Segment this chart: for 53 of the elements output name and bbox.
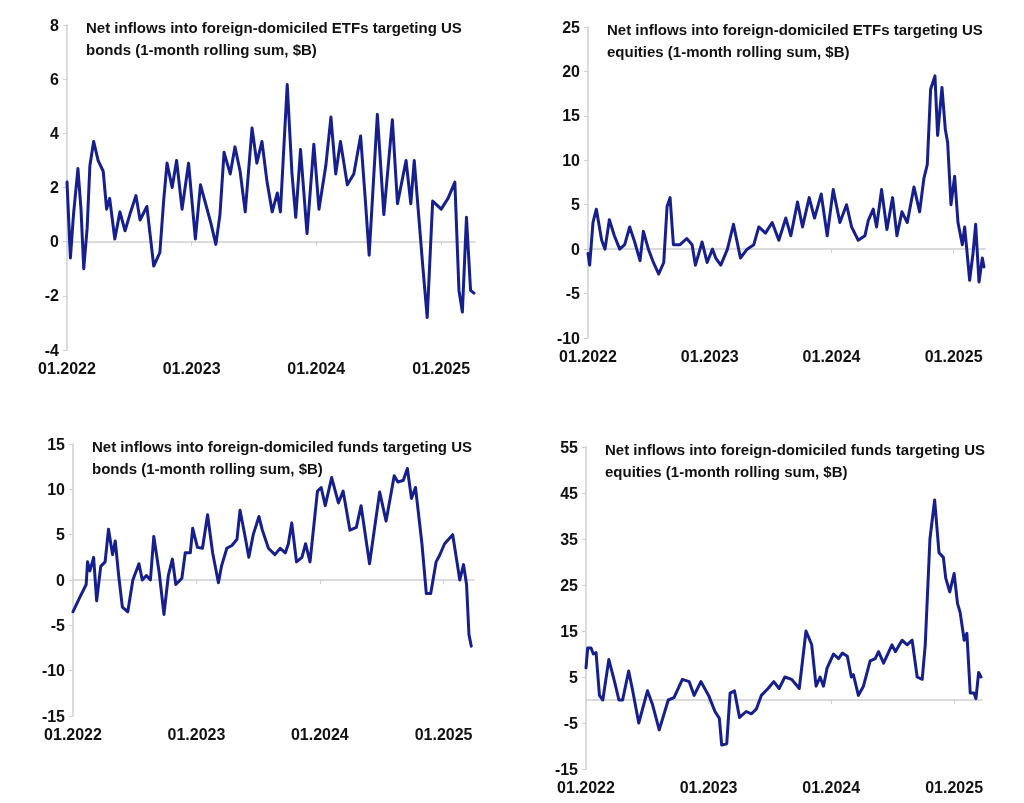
x-tick-label: 01.2025: [414, 725, 473, 743]
chart-title: Net inflows into foreign-domiciled ETFs targeting US equities (1-month rolling sum, $B): [607, 20, 988, 60]
line-series: [586, 74, 986, 284]
x-tick-label: 01.2022: [38, 359, 97, 377]
y-tick-label: 8: [50, 16, 60, 34]
y-tick-label: 25: [560, 576, 579, 594]
x-tick-label: 01.2023: [167, 725, 226, 743]
x-tick-label: 01.2025: [925, 778, 984, 796]
x-tick-label: 01.2024: [802, 778, 861, 796]
y-tick-label: -5: [563, 714, 579, 732]
y-tick-label: 35: [560, 530, 579, 548]
x-tick-label: 01.2023: [162, 359, 221, 377]
y-tick-label: 20: [562, 62, 581, 80]
y-tick-label: -15: [554, 760, 579, 778]
y-tick-label: 0: [571, 240, 581, 258]
y-tick-label: 15: [47, 435, 66, 453]
x-tick-label: 01.2025: [412, 359, 471, 377]
y-tick-label: 55: [560, 438, 579, 456]
y-tick-label: -15: [41, 707, 66, 725]
y-tick-label: 4: [50, 124, 60, 142]
y-tick-label: -4: [44, 341, 60, 359]
line-series: [584, 498, 983, 747]
x-tick-label: 01.2023: [679, 778, 738, 796]
y-tick-label: 0: [56, 571, 66, 589]
y-tick-label: 0: [50, 233, 60, 251]
y-tick-label: 5: [569, 668, 579, 686]
y-tick-label: 2: [50, 179, 60, 196]
y-tick-label: 25: [562, 18, 581, 36]
y-tick-label: -10: [41, 662, 66, 680]
x-tick-label: 01.2025: [924, 347, 983, 365]
x-tick-label: 01.2023: [680, 347, 739, 365]
chart-title: Net inflows into foreign-domiciled funds targeting US bonds (1-month rolling sum, $B): [92, 437, 477, 477]
y-tick-label: -5: [50, 616, 66, 634]
y-tick-label: 10: [47, 480, 66, 498]
line-series: [65, 83, 476, 319]
y-tick-label: 15: [562, 107, 581, 125]
y-tick-label: 5: [56, 526, 66, 544]
x-tick-label: 01.2024: [287, 359, 346, 377]
x-tick-label: 01.2022: [557, 778, 616, 796]
y-tick-label: 15: [560, 622, 579, 640]
chart-title: Net inflows into foreign-domiciled funds targeting US equities (1-month rolling sum, $B): [605, 440, 990, 480]
y-tick-label: -5: [565, 285, 581, 303]
x-tick-label: 01.2022: [44, 725, 103, 743]
y-tick-label: 10: [562, 151, 581, 169]
y-tick-label: 45: [560, 484, 579, 502]
y-tick-label: 6: [50, 70, 60, 88]
x-tick-label: 01.2024: [290, 725, 349, 743]
x-tick-label: 01.2024: [802, 347, 861, 365]
y-tick-label: 5: [571, 196, 581, 214]
chart-title: Net inflows into foreign-domiciled ETFs targeting US bonds (1-month rolling sum, $B): [86, 18, 467, 58]
x-tick-label: 01.2022: [559, 347, 618, 365]
y-tick-label: -2: [44, 287, 60, 305]
y-tick-label: -10: [556, 329, 581, 347]
